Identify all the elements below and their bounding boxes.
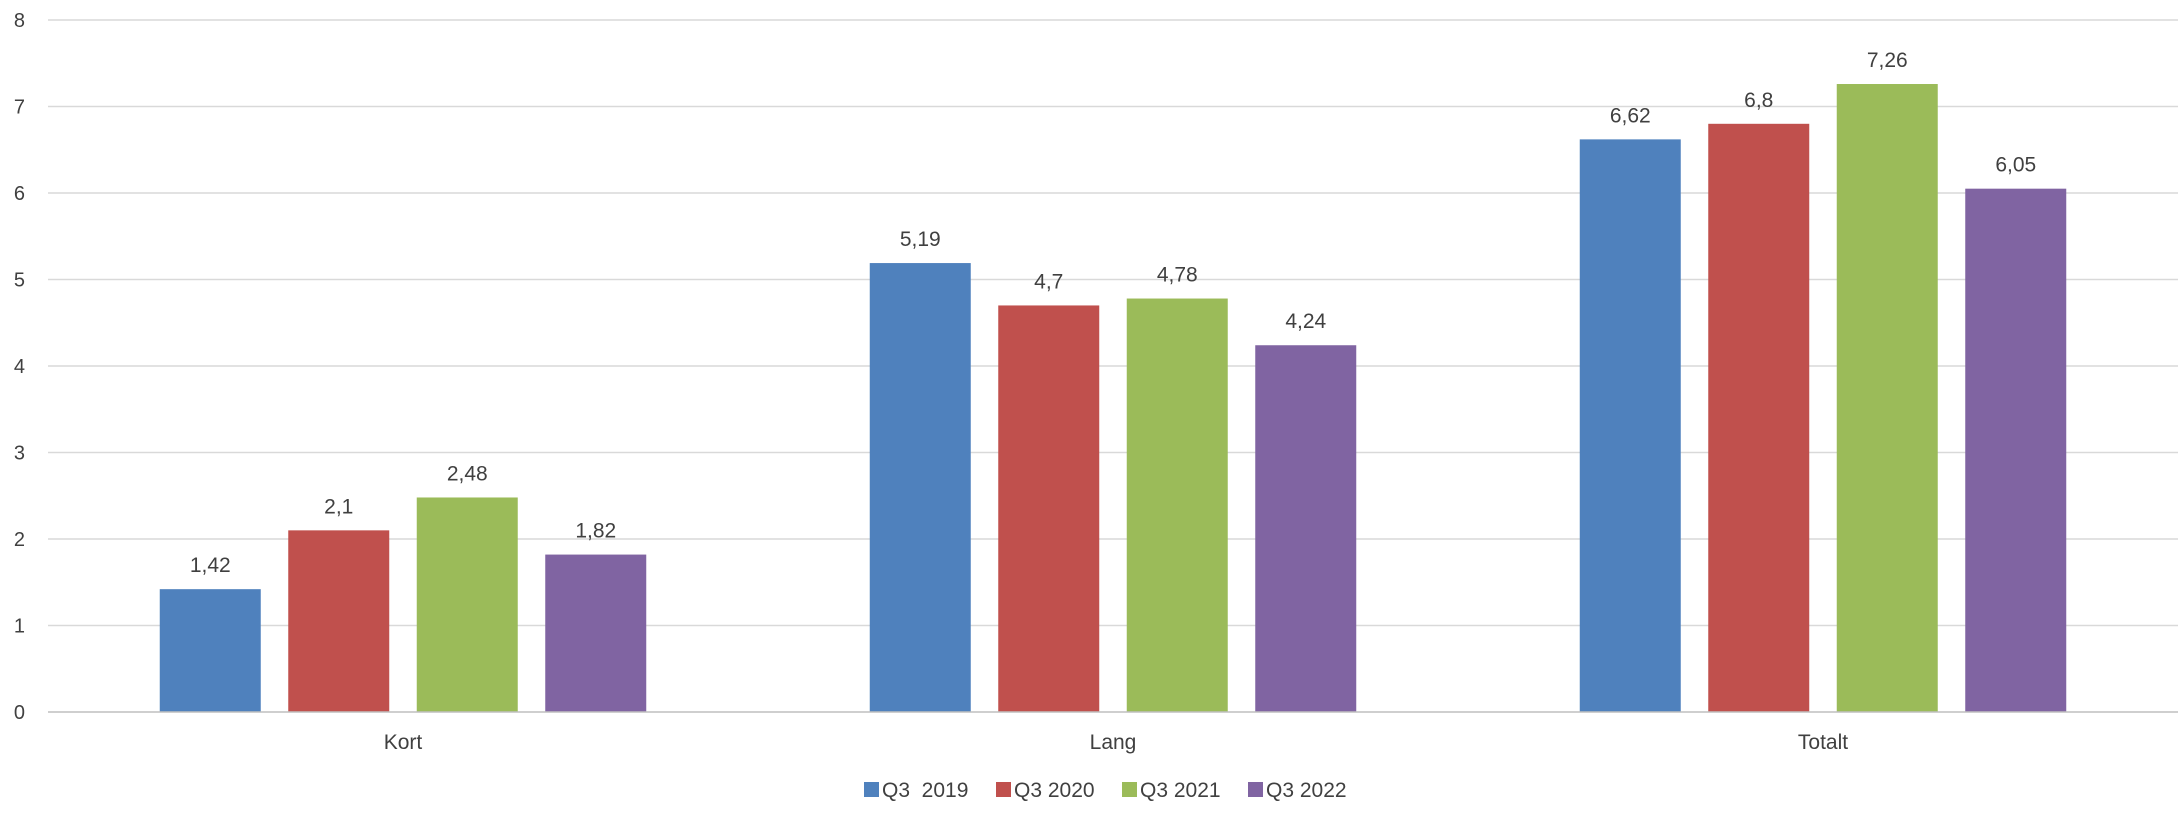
gridlines	[48, 19, 2178, 627]
bar-kort-series-4	[545, 554, 647, 712]
y-tick-label: 5	[14, 270, 25, 292]
legend-swatch-4	[1248, 782, 1263, 797]
bar-kort-series-3	[416, 497, 518, 712]
data-label: 6,05	[1995, 154, 2036, 177]
bar-totalt-series-3	[1836, 84, 1938, 712]
legend-swatch-3	[1122, 782, 1137, 797]
y-tick-label: 3	[14, 443, 25, 465]
bar-lang-series-4	[1255, 345, 1357, 712]
data-label: 2,1	[324, 495, 353, 518]
y-tick-label: 0	[14, 702, 25, 724]
bars	[159, 84, 2067, 713]
x-category-label: Kort	[384, 731, 423, 754]
x-category-label: Lang	[1090, 731, 1137, 754]
bar-totalt-series-4	[1965, 188, 2067, 713]
data-label: 1,82	[575, 520, 616, 543]
legend-label: Q3 2022	[1266, 779, 1347, 802]
legend: Q3 2019 Q3 2020 Q3 2021 Q3 2022	[864, 779, 1347, 802]
legend-label: Q3 2019	[882, 779, 968, 802]
bar-kort-series-1	[159, 589, 261, 712]
bar-lang-series-1	[869, 263, 971, 712]
data-labels: 1,42 2,1 2,48 1,82 5,19 4,7 4,78 4,24 6,62 6,8 7,2…	[190, 49, 2036, 577]
data-label: 6,8	[1744, 89, 1773, 112]
data-label: 5,19	[900, 228, 941, 251]
y-tick-label: 1	[14, 616, 25, 638]
y-tick-label: 4	[14, 356, 25, 378]
bar-lang-series-3	[1126, 298, 1228, 712]
bar-kort-series-2	[288, 530, 390, 712]
x-axis-category-labels: Kort Lang Totalt	[384, 731, 1849, 754]
data-label: 4,7	[1034, 270, 1063, 293]
legend-label: Q3 2020	[1014, 779, 1095, 802]
y-tick-label: 8	[14, 10, 25, 32]
legend-label: Q3 2021	[1140, 779, 1221, 802]
data-label: 7,26	[1867, 49, 1908, 72]
legend-swatch-1	[864, 782, 879, 797]
y-tick-label: 2	[14, 529, 25, 551]
data-label: 4,78	[1157, 264, 1198, 287]
x-category-label: Totalt	[1798, 731, 1848, 754]
y-axis-tick-labels: 0 1 2 3 4 5 6 7 8	[14, 10, 25, 724]
bar-totalt-series-2	[1708, 123, 1810, 713]
data-label: 2,48	[447, 462, 488, 485]
data-label: 6,62	[1610, 104, 1651, 127]
legend-swatch-2	[996, 782, 1011, 797]
bar-totalt-series-1	[1579, 139, 1681, 712]
y-tick-label: 6	[14, 183, 25, 205]
data-label: 1,42	[190, 554, 231, 577]
data-label: 4,24	[1285, 310, 1326, 333]
bar-lang-series-2	[998, 305, 1100, 712]
y-tick-label: 7	[14, 97, 25, 119]
